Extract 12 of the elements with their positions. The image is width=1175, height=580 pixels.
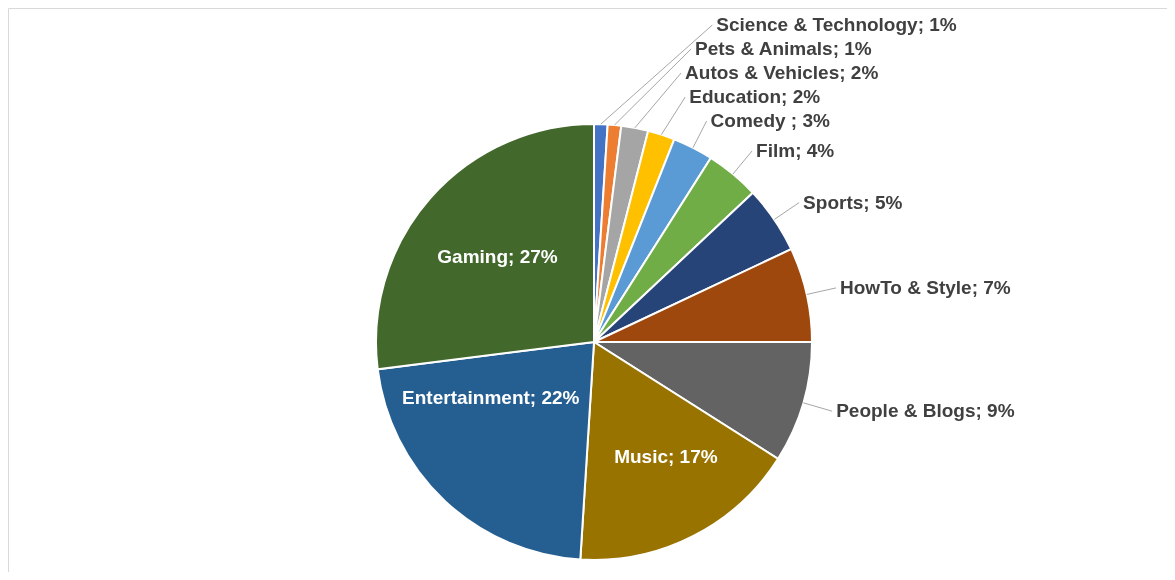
- slice-label: Film; 4%: [756, 139, 835, 161]
- slice-label: Autos & Vehicles; 2%: [685, 62, 879, 84]
- slice-label: People & Blogs; 9%: [836, 400, 1015, 422]
- slice-label: Education; 2%: [689, 86, 821, 108]
- slice-label: Sports; 5%: [803, 191, 903, 213]
- slice-label: Music; 17%: [614, 445, 718, 467]
- slice-label: Gaming; 27%: [437, 245, 558, 267]
- slice-label: Entertainment; 22%: [402, 386, 580, 408]
- slice-label: Pets & Animals; 1%: [695, 38, 872, 60]
- slice-label: Comedy ; 3%: [710, 110, 830, 132]
- slice-label: Science & Technology; 1%: [716, 14, 957, 36]
- slice-label: HowTo & Style; 7%: [840, 276, 1011, 298]
